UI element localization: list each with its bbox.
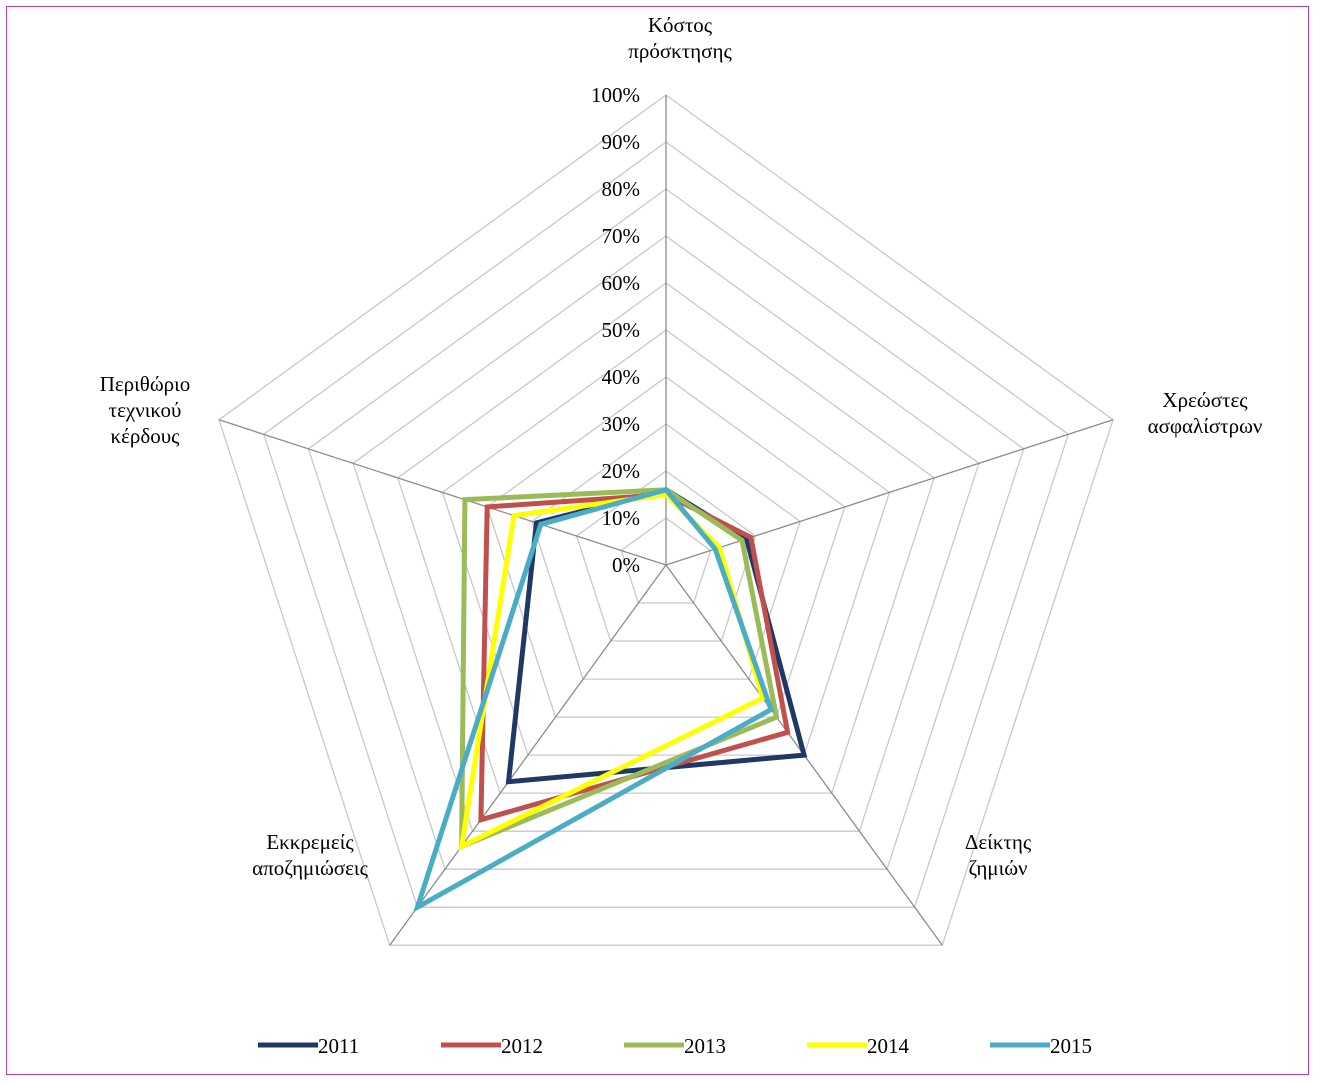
grid-ring xyxy=(218,94,1114,946)
grid-ring xyxy=(531,423,801,680)
series-line-2015 xyxy=(413,486,775,913)
category-label: Δείκτης ζημιών xyxy=(965,830,1032,880)
grid-ring xyxy=(441,329,891,756)
legend-label-2013: 2013 xyxy=(684,1034,726,1058)
tick-label: 0% xyxy=(612,553,640,577)
tick-label: 80% xyxy=(602,177,641,201)
series-line-2013 xyxy=(459,487,780,851)
chart-frame xyxy=(6,6,1309,1075)
category-label: Εκκρεμείς αποζημιώσεις xyxy=(252,830,368,880)
tick-label: 90% xyxy=(602,130,641,154)
tick-label: 30% xyxy=(602,412,641,436)
radar-grid xyxy=(218,94,1114,946)
category-label: Κόστος πρόσκτησης xyxy=(628,13,732,63)
legend-label-2012: 2012 xyxy=(501,1034,543,1058)
legend-label-2011: 2011 xyxy=(318,1034,359,1058)
tick-label: 10% xyxy=(602,506,641,530)
tick-label: 70% xyxy=(602,224,641,248)
legend-label-2014: 2014 xyxy=(867,1034,910,1058)
series-line-2014 xyxy=(458,491,766,851)
category-labels: Κόστος πρόσκτησης Χρεώστες ασφαλίστρων Δείκτ… xyxy=(100,13,1263,880)
tick-label: 40% xyxy=(602,365,641,389)
axis-spoke xyxy=(389,564,667,946)
category-label: Περιθώριο τεχνικού κέρδους xyxy=(100,372,191,448)
radar-spokes xyxy=(218,95,1114,946)
grid-ring xyxy=(307,188,1025,870)
axis-spoke xyxy=(218,419,667,566)
tick-label: 100% xyxy=(591,83,640,107)
tick-label: 60% xyxy=(602,271,641,295)
grid-ring xyxy=(486,376,846,718)
category-label: Χρεώστες ασφαλίστρων xyxy=(1148,388,1263,438)
radar-series xyxy=(413,486,808,913)
grid-ring xyxy=(620,517,712,604)
legend: 2011 2012 2013 2014 2015 xyxy=(258,1034,1092,1058)
grid-ring xyxy=(575,470,757,642)
legend-label-2015: 2015 xyxy=(1050,1034,1092,1058)
grid-ring xyxy=(397,282,935,794)
grid-ring xyxy=(352,235,980,832)
tick-label: 20% xyxy=(602,459,641,483)
axis-spoke xyxy=(665,419,1114,566)
grid-ring xyxy=(262,141,1070,908)
tick-label: 50% xyxy=(602,318,641,342)
radial-tick-labels: 0% 10% 20% 30% 40% 50% 60% 70% 80% 90% 100% xyxy=(591,83,640,577)
